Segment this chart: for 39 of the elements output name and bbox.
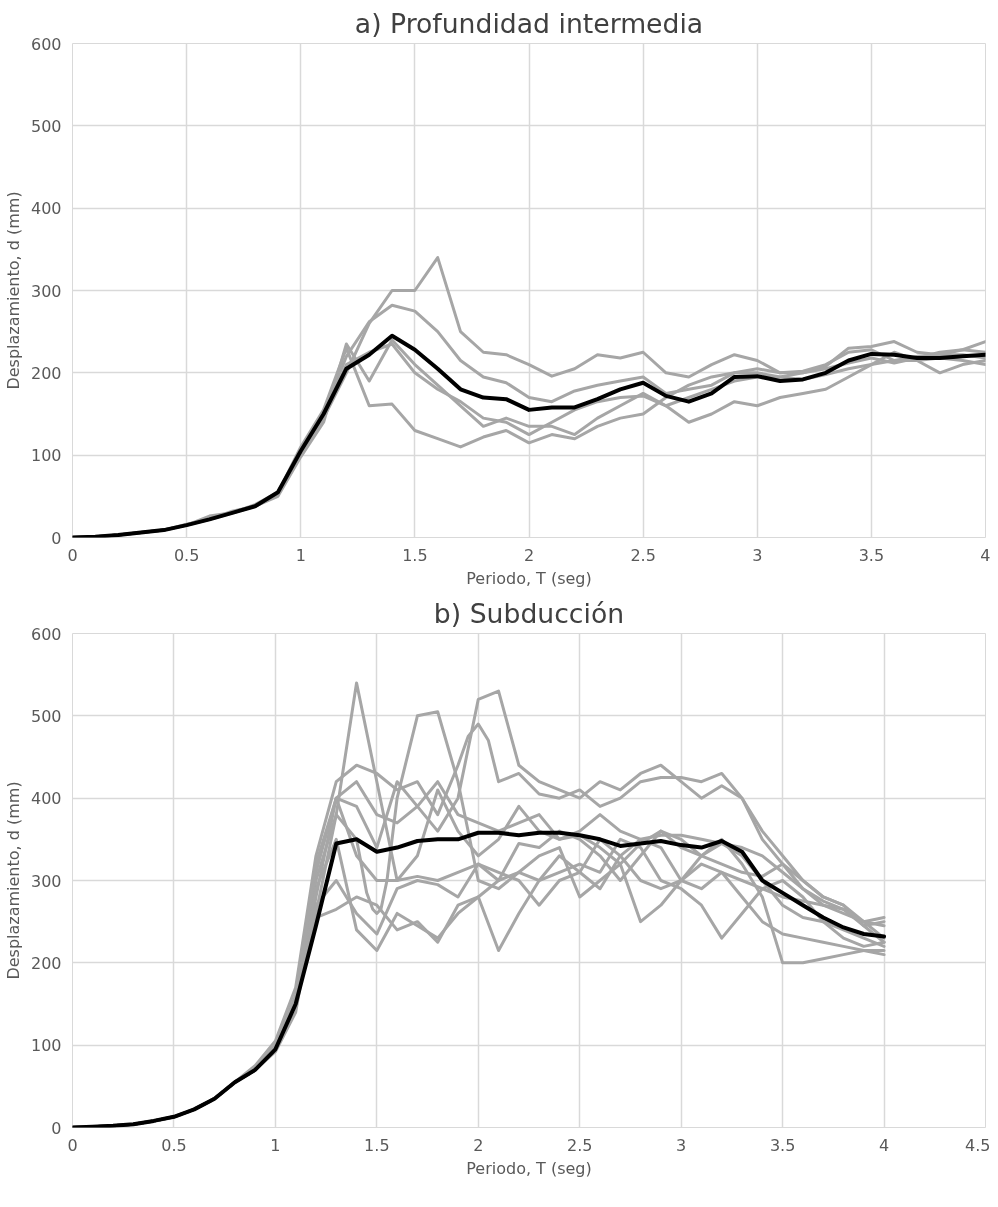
y-tick-label: 400 [30, 789, 62, 809]
x-tick-label: 2.5 [630, 545, 656, 565]
y-tick-label: 500 [30, 116, 62, 136]
x-tick-label: 2 [523, 545, 535, 565]
x-tick-label: 3.5 [858, 545, 885, 565]
y-tick-label: 100 [30, 446, 62, 466]
y-axis-title: Desplazamiento, d (mm) [3, 191, 23, 390]
x-tick-label: 4 [878, 1135, 890, 1155]
x-tick-label: 2.5 [567, 1135, 593, 1155]
x-tick-label: 3 [752, 545, 763, 565]
x-tick-label: 4 [980, 545, 991, 565]
x-tick-label: 3 [676, 1135, 687, 1155]
x-tick-label: 1.5 [402, 545, 428, 565]
x-axis-title: Periodo, T (seg) [466, 1158, 592, 1178]
x-tick-label: 0 [67, 1135, 78, 1155]
chart-title: b) Subducción [433, 597, 625, 629]
y-tick-label: 300 [30, 871, 62, 891]
x-axis-title: Periodo, T (seg) [466, 568, 592, 588]
chart-title: a) Profundidad intermedia [354, 7, 704, 39]
x-tick-label: 0.5 [173, 545, 200, 565]
x-tick-label: 1 [270, 1135, 281, 1155]
x-tick-label: 4.5 [965, 1135, 991, 1155]
y-tick-label: 0 [51, 528, 62, 548]
y-tick-label: 600 [30, 624, 62, 644]
y-tick-label: 500 [30, 706, 62, 726]
y-tick-label: 300 [30, 281, 62, 301]
x-tick-label: 3.5 [769, 1135, 796, 1155]
y-tick-label: 600 [30, 34, 62, 54]
y-tick-label: 200 [30, 953, 62, 973]
y-tick-label: 200 [30, 363, 62, 383]
y-tick-label: 400 [30, 199, 62, 219]
x-tick-label: 1 [295, 545, 306, 565]
x-tick-label: 0.5 [161, 1135, 187, 1155]
y-tick-label: 100 [30, 1036, 62, 1056]
y-axis-title: Desplazamiento, d (mm) [3, 781, 23, 980]
x-tick-label: 1.5 [364, 1135, 390, 1155]
x-tick-label: 2 [473, 1135, 484, 1155]
x-tick-label: 0 [67, 545, 78, 565]
y-tick-label: 0 [51, 1118, 62, 1138]
